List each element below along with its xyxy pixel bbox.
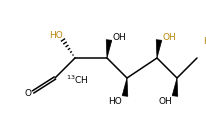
Text: O: O [25,89,32,97]
Text: OH: OH [158,96,172,105]
Polygon shape [156,40,162,58]
Text: OH: OH [112,33,126,42]
Text: HO: HO [108,96,122,105]
Text: HO: HO [49,31,63,41]
Polygon shape [172,78,178,96]
Text: $^{13}$CH: $^{13}$CH [66,74,89,86]
Text: HO: HO [203,37,206,46]
Polygon shape [106,40,112,58]
Text: OH: OH [162,33,176,42]
Polygon shape [122,78,128,96]
